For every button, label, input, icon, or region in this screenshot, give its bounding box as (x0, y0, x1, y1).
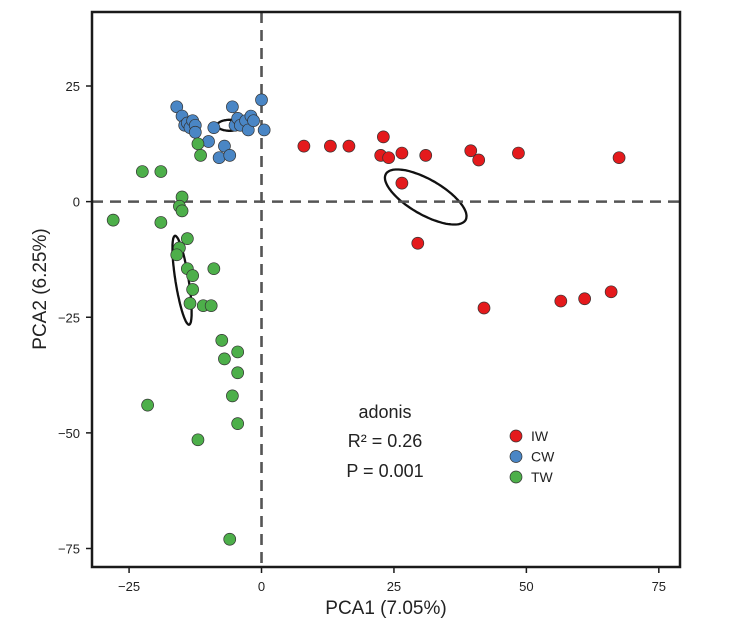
point-iw (324, 139, 337, 153)
point-tw (226, 389, 239, 403)
point-tw (218, 352, 231, 366)
plot-border (90, 10, 682, 569)
y-tick-label: 0 (73, 195, 80, 210)
point-cw (247, 114, 260, 128)
point-tw (181, 232, 194, 245)
point-tw (231, 417, 245, 430)
point-cw (212, 151, 226, 165)
legend: IW CW TW (509, 428, 555, 485)
point-iw (612, 151, 626, 165)
point-iw (464, 144, 478, 158)
legend-marker-cw (509, 450, 523, 463)
point-cw (202, 135, 215, 148)
r-squared-label: R² = 0.26 (348, 431, 423, 451)
point-cw (207, 121, 221, 134)
point-iw (382, 151, 395, 165)
point-iw (377, 130, 390, 144)
point-iw (419, 149, 433, 162)
point-iw (411, 236, 425, 250)
point-iw (342, 139, 356, 153)
point-tw (135, 165, 149, 178)
point-tw (215, 334, 229, 347)
point-iw (477, 301, 491, 315)
point-cw (223, 149, 237, 162)
x-tick-label: −25 (118, 579, 140, 594)
y-tick-label: −50 (58, 426, 80, 441)
ellipse-iw (383, 168, 468, 226)
point-tw (231, 366, 245, 380)
x-tick-label: 75 (652, 579, 666, 594)
data-points (106, 93, 626, 546)
point-iw (578, 292, 591, 306)
point-cw (188, 125, 202, 139)
y-tick-label: 25 (66, 79, 80, 94)
adonis-label: adonis (358, 402, 411, 422)
point-tw (183, 297, 197, 310)
point-tw (231, 345, 245, 359)
point-iw (472, 153, 486, 167)
point-cw (257, 123, 271, 137)
p-value-label: P = 0.001 (346, 461, 423, 481)
x-axis-ticks: −25 0 25 50 75 (118, 567, 666, 594)
point-iw (512, 146, 525, 160)
plot-panel (92, 12, 680, 567)
y-axis-title: PCA2 (6.25%) (30, 228, 51, 349)
point-tw (141, 398, 154, 412)
point-tw (191, 433, 205, 447)
x-tick-label: 0 (258, 579, 265, 594)
x-axis-title: PCA1 (7.05%) (325, 598, 446, 619)
y-tick-label: −75 (58, 542, 80, 557)
point-tw (194, 149, 207, 162)
point-iw (395, 146, 409, 160)
point-iw (604, 285, 618, 299)
x-tick-label: 25 (387, 579, 401, 594)
point-tw (207, 262, 221, 276)
legend-label-iw: IW (531, 428, 549, 444)
point-cw (226, 100, 239, 114)
point-iw (395, 176, 409, 190)
y-tick-label: −25 (58, 310, 80, 325)
point-tw (154, 216, 168, 229)
legend-label-cw: CW (531, 449, 555, 465)
point-iw (554, 294, 568, 308)
point-tw (191, 137, 205, 151)
legend-marker-iw (509, 429, 523, 443)
point-tw (186, 269, 199, 282)
point-tw (154, 165, 168, 178)
point-tw (106, 213, 120, 227)
point-tw (175, 204, 189, 218)
x-tick-label: 50 (519, 579, 533, 594)
y-axis-ticks: 25 0 −25 −50 −75 (58, 79, 92, 557)
point-tw (170, 248, 184, 262)
legend-marker-tw (509, 470, 523, 484)
point-tw (204, 299, 218, 313)
point-cw (255, 93, 268, 107)
point-iw (297, 139, 311, 153)
point-tw (223, 532, 237, 546)
legend-label-tw: TW (531, 469, 554, 485)
point-tw (186, 283, 199, 296)
